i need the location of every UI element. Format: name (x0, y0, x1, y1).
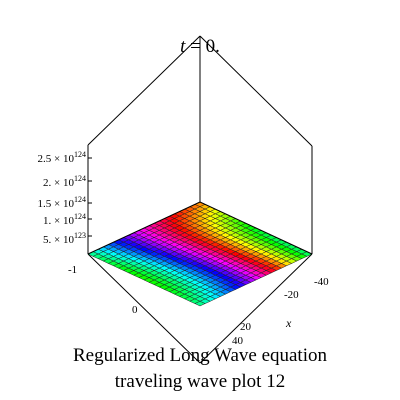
x-tick-label: -40 (314, 276, 329, 288)
z-tick-label: 2.5 × 10124 (38, 150, 86, 165)
x-tick-label: 20 (240, 321, 252, 333)
z-tick-label: 5. × 10123 (43, 231, 86, 246)
z-tick-label: 1.5 × 10124 (38, 195, 86, 210)
z-axis-ticks (88, 157, 92, 237)
y-tick-label: 0 (132, 304, 138, 316)
z-tick-label: 1. × 10124 (43, 212, 86, 227)
surface-mesh (87, 201, 313, 307)
surface-cell (194, 301, 206, 307)
bounding-box (87, 35, 313, 364)
z-tick-label: 2. × 10124 (43, 174, 86, 189)
caption-line-2: traveling wave plot 12 (114, 371, 286, 392)
x-axis-label: x (285, 316, 292, 330)
y-tick-label: -1 (68, 264, 77, 276)
x-tick-label: -20 (284, 289, 299, 301)
x-tick-label: 40 (232, 335, 244, 347)
caption-line-1: Regularized Long Wave equation (72, 345, 327, 366)
